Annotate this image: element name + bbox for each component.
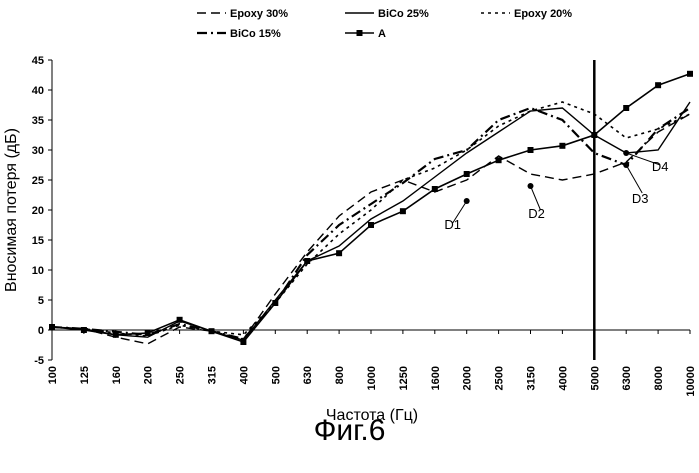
series-point-4 bbox=[368, 222, 374, 228]
x-tick-label: 100 bbox=[47, 366, 59, 384]
x-tick-label: 500 bbox=[270, 366, 282, 384]
y-tick-label: -5 bbox=[34, 355, 44, 367]
x-tick-label: 160 bbox=[111, 366, 123, 384]
y-tick-label: 10 bbox=[32, 265, 44, 277]
series-point-4 bbox=[559, 142, 566, 149]
x-tick-label: 400 bbox=[238, 366, 250, 384]
legend-marker-4 bbox=[356, 30, 363, 36]
annotation-leader bbox=[625, 164, 643, 194]
series-point-4 bbox=[336, 250, 343, 257]
y-tick-label: 0 bbox=[38, 325, 44, 337]
series-point-4 bbox=[623, 105, 630, 111]
x-tick-label: 1600 bbox=[430, 366, 442, 390]
legend-label-2: Epoxy 20% bbox=[514, 8, 572, 20]
series-point-4 bbox=[687, 70, 693, 77]
x-tick-label: 2000 bbox=[462, 366, 474, 390]
series-point-4 bbox=[463, 171, 470, 177]
x-axis-ticks: 100 125 160 200 250 315 400 500 630 800 1000 1250 16… bbox=[47, 330, 697, 397]
annotation-label: D1 bbox=[444, 217, 461, 232]
x-tick-label: 630 bbox=[302, 366, 314, 384]
y-tick-label: 25 bbox=[32, 175, 44, 187]
legend-label-0: Epoxy 30% bbox=[230, 8, 288, 20]
series-point-4 bbox=[49, 324, 55, 330]
y-tick-label: 20 bbox=[32, 205, 44, 217]
series-point-4 bbox=[80, 327, 87, 333]
series-point-4 bbox=[144, 330, 151, 336]
y-tick-label: 35 bbox=[32, 115, 44, 127]
y-tick-label: 30 bbox=[32, 145, 44, 157]
series-point-4 bbox=[527, 147, 534, 153]
series-line-3 bbox=[51, 106, 691, 341]
series-point-4 bbox=[176, 316, 183, 323]
y-tick-label: 45 bbox=[32, 55, 44, 67]
x-tick-label: 800 bbox=[334, 366, 346, 384]
series-point-4 bbox=[208, 328, 215, 335]
legend-label-4: A bbox=[378, 28, 386, 40]
series-point-4 bbox=[240, 339, 247, 345]
annotations: D1 D2 D3 D4 bbox=[444, 150, 669, 232]
x-tick-label: 200 bbox=[143, 366, 155, 384]
annotation-leader bbox=[626, 152, 661, 166]
y-tick-label: 5 bbox=[38, 295, 44, 307]
annotation-leader bbox=[452, 200, 468, 224]
legend: Epoxy 30% BiCo 25% Epoxy 20% BiCo 15% A bbox=[197, 8, 572, 40]
series-point-4 bbox=[399, 208, 406, 215]
series-point-4 bbox=[431, 186, 438, 192]
y-tick-label: 15 bbox=[32, 235, 44, 247]
legend-label-3: BiCo 15% bbox=[230, 28, 281, 40]
x-tick-label: 5000 bbox=[589, 366, 601, 390]
x-tick-label: 6300 bbox=[621, 366, 633, 390]
x-tick-label: 8000 bbox=[653, 366, 665, 390]
annotation-leader bbox=[530, 185, 541, 211]
legend-label-1: BiCo 25% bbox=[378, 8, 429, 20]
x-tick-label: 4000 bbox=[557, 366, 569, 390]
x-tick-label: 125 bbox=[79, 366, 91, 384]
x-tick-label: 10000 bbox=[685, 366, 697, 397]
series-point-4 bbox=[112, 331, 119, 338]
series-lines bbox=[49, 70, 693, 345]
x-tick-label: 250 bbox=[175, 366, 187, 384]
x-tick-label: 2500 bbox=[494, 366, 506, 390]
series-point-4 bbox=[495, 157, 502, 164]
series-line-0 bbox=[51, 113, 691, 345]
x-tick-label: 315 bbox=[207, 366, 219, 384]
y-axis-label: Вносимая потеря (дБ) bbox=[3, 128, 20, 292]
series-point-4 bbox=[304, 258, 311, 264]
x-tick-label: 1250 bbox=[398, 366, 410, 390]
annotation-label: D2 bbox=[528, 206, 545, 221]
x-tick-label: 1000 bbox=[366, 366, 378, 390]
annotation-label: D4 bbox=[652, 159, 669, 174]
series-point-4 bbox=[655, 82, 662, 89]
x-tick-label: 3150 bbox=[526, 366, 538, 390]
y-tick-label: 40 bbox=[32, 85, 44, 97]
series-point-4 bbox=[272, 300, 279, 306]
annotation-label: D3 bbox=[632, 191, 649, 206]
y-axis-ticks: -5 0 5 10 15 20 25 30 35 40 45 bbox=[32, 55, 52, 367]
series-line-2 bbox=[51, 101, 691, 337]
x-axis-label: Частота (Гц) bbox=[326, 407, 418, 424]
figure-caption: Фиг.6 bbox=[313, 414, 386, 447]
